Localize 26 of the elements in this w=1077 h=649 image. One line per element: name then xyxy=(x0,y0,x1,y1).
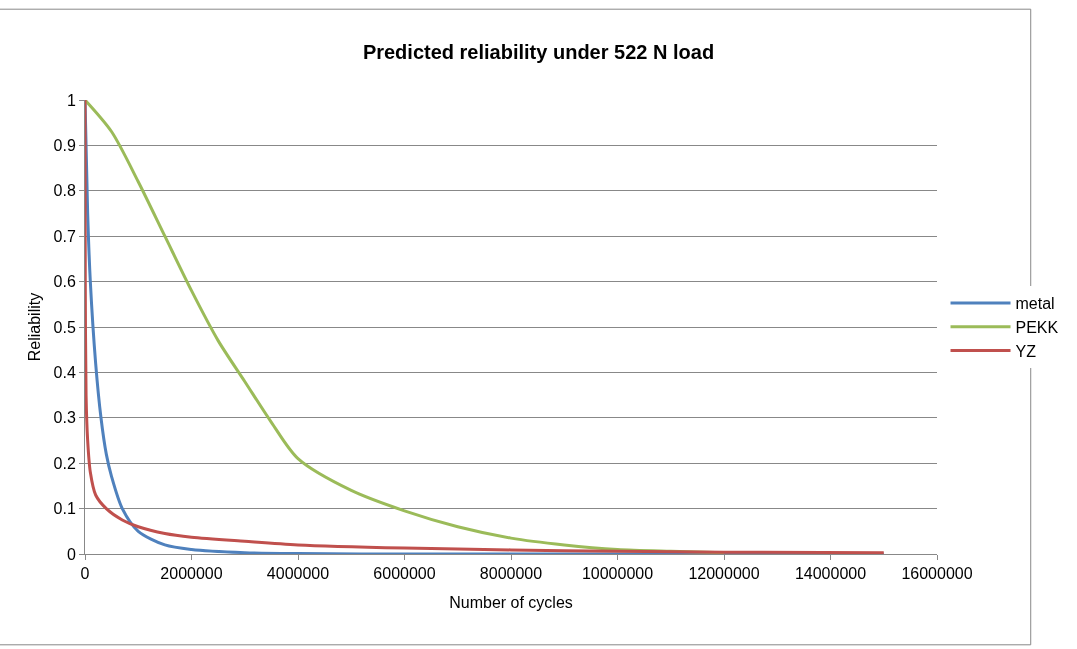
x-tick-label: 6000000 xyxy=(373,565,436,583)
y-tick-label: 0.1 xyxy=(53,500,76,518)
x-tick-label: 10000000 xyxy=(581,565,654,583)
x-tick-label: 0 xyxy=(80,565,90,583)
y-tick-label: 0 xyxy=(66,545,76,563)
x-tick-label: 8000000 xyxy=(479,565,543,583)
y-axis-title: Reliability xyxy=(26,292,44,362)
x-tick-label: 16000000 xyxy=(901,565,973,583)
y-tick-label: 0.2 xyxy=(53,454,76,472)
x-tick-label: 4000000 xyxy=(266,565,330,583)
y-tick-label: 0.8 xyxy=(53,182,76,200)
y-tick-label: 0.3 xyxy=(53,409,76,427)
chart-title: Predicted reliability under 522 N load xyxy=(362,41,715,64)
x-tick-label: 14000000 xyxy=(794,565,867,583)
y-tick-label: 0.6 xyxy=(53,273,76,291)
y-tick-label: 0.5 xyxy=(53,318,76,336)
legend-label: metal xyxy=(1015,295,1055,313)
x-tick-label: 2000000 xyxy=(160,565,223,583)
y-tick-label: 0.7 xyxy=(53,227,76,245)
y-tick-label: 0.4 xyxy=(53,364,76,381)
y-tick-label: 1 xyxy=(66,91,76,109)
x-tick-label: 12000000 xyxy=(688,565,760,583)
legend-label: PEKK xyxy=(1015,318,1059,336)
x-axis-title: Number of cycles xyxy=(449,593,573,611)
y-tick-label: 0.9 xyxy=(53,137,76,154)
legend-label: YZ xyxy=(1015,342,1037,360)
